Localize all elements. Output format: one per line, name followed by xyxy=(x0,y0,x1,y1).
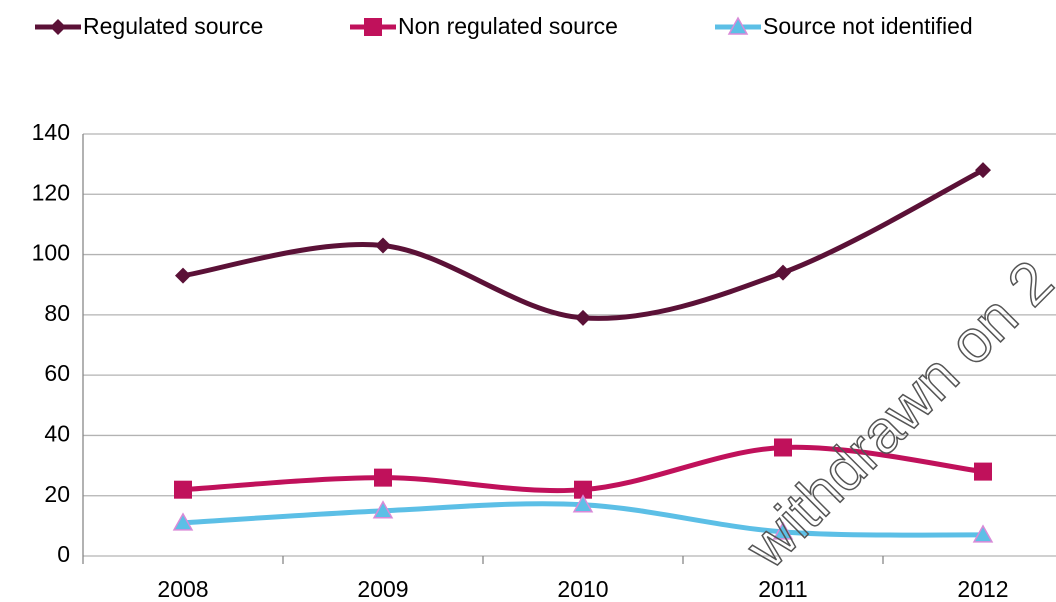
x-tick-label: 2011 xyxy=(758,576,807,602)
data-point xyxy=(975,162,991,179)
legend-label: Source not identified xyxy=(763,13,973,39)
legend-label: Regulated source xyxy=(83,13,263,39)
y-tick-label: 140 xyxy=(32,119,70,145)
data-point xyxy=(375,237,391,254)
y-tick-label: 100 xyxy=(32,240,70,266)
legend-item: Source not identified xyxy=(715,13,973,39)
legend-marker xyxy=(727,16,749,35)
data-point xyxy=(575,309,591,326)
legend-label: Non regulated source xyxy=(398,13,618,39)
y-tick-label: 0 xyxy=(57,541,70,567)
data-point xyxy=(974,462,992,481)
watermark: withdrawn on 2 xyxy=(732,248,1056,581)
data-point xyxy=(772,521,794,540)
x-tick-label: 2010 xyxy=(557,576,608,602)
y-tick-label: 60 xyxy=(44,360,70,386)
data-point xyxy=(374,468,392,487)
data-point xyxy=(972,524,994,543)
legend-item: Non regulated source xyxy=(350,13,618,39)
data-point xyxy=(372,500,394,519)
data-point xyxy=(174,480,192,499)
data-point xyxy=(774,438,792,457)
legend-item: Regulated source xyxy=(35,13,263,39)
data-point xyxy=(574,480,592,499)
y-tick-label: 80 xyxy=(44,300,70,326)
data-point xyxy=(172,512,194,531)
data-point xyxy=(572,494,594,513)
data-point xyxy=(175,267,191,284)
series-line xyxy=(182,167,985,321)
y-tick-label: 120 xyxy=(32,179,70,205)
x-tick-label: 2009 xyxy=(357,576,408,602)
legend-marker xyxy=(364,18,382,36)
legend-marker xyxy=(50,19,66,35)
x-tick-label: 2012 xyxy=(957,576,1008,602)
y-tick-label: 20 xyxy=(44,481,70,507)
y-tick-label: 40 xyxy=(44,421,70,447)
x-tick-label: 2008 xyxy=(157,576,208,602)
data-point xyxy=(775,264,791,281)
